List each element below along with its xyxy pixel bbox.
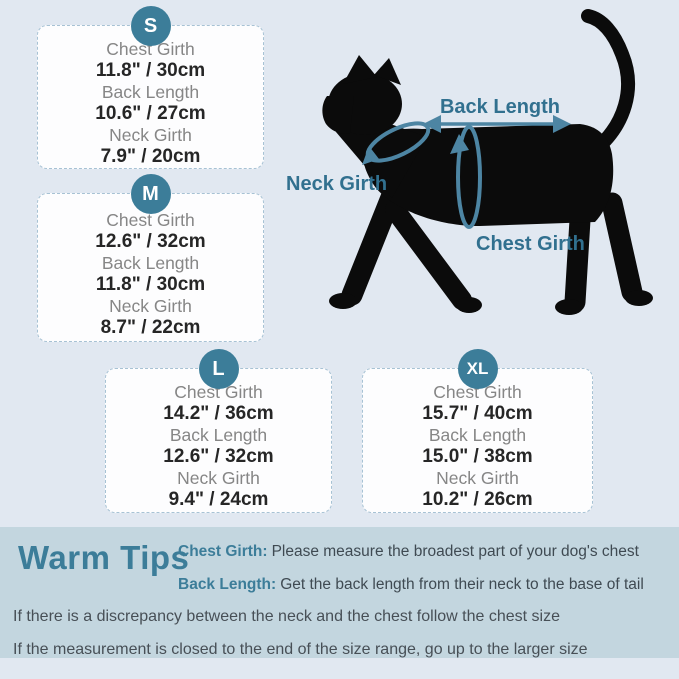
tip-note: If the measurement is closed to the end … — [13, 641, 588, 658]
size-badge-m: M — [130, 174, 171, 214]
measurement-annotations: Back Length Neck Girth Chest Girth — [286, 96, 585, 255]
chest-girth-label: Chest Girth — [476, 233, 585, 255]
tip-text: Please measure the broadest part of your… — [271, 543, 639, 560]
size-badge-l: L — [198, 349, 239, 389]
cat-paw — [456, 297, 482, 313]
neck-girth-label: Neck Girth — [286, 173, 387, 195]
cat-tail — [581, 9, 635, 157]
measure-value: 7.9" / 20cm — [100, 146, 201, 167]
measure-label: Neck Girth — [109, 125, 192, 145]
measure-value: 12.6" / 32cm — [163, 446, 274, 467]
tip-chest-girth: Chest Girth: Please measure the broadest … — [178, 543, 639, 561]
measure-value: 10.2" / 26cm — [422, 489, 533, 510]
arrow-right-icon — [553, 115, 571, 133]
measure-label: Back Length — [101, 253, 200, 273]
cat-measurement-diagram: Back Length Neck Girth Chest Girth — [286, 9, 653, 315]
measure-label: Neck Girth — [177, 468, 260, 488]
arrow-down-left-icon — [362, 146, 379, 165]
measure-value: 15.7" / 40cm — [422, 403, 533, 424]
tip-label: Chest Girth: — [178, 543, 268, 560]
cat-hind-leg-far — [564, 209, 591, 313]
cat-silhouette-icon — [322, 9, 653, 315]
tip-note: If there is a discrepancy between the ne… — [13, 608, 560, 625]
cat-paw — [329, 293, 357, 309]
size-rows: Chest Girth 11.8" / 30cm Back Length 10.… — [38, 26, 263, 168]
size-badge-s: S — [130, 6, 171, 46]
cat-ear — [343, 55, 377, 84]
cat-muzzle — [322, 96, 354, 134]
cat-front-leg-far — [385, 200, 472, 310]
measure-value: 9.4" / 24cm — [168, 489, 269, 510]
arrow-up-icon — [450, 134, 469, 154]
tip-text: Get the back length from their neck to t… — [280, 576, 644, 593]
size-rows: Chest Girth 12.6" / 32cm Back Length 11.… — [38, 194, 263, 339]
size-box-l: L Chest Girth 14.2" / 36cm Back Length 1… — [105, 349, 332, 513]
measure-value: 12.6" / 32cm — [95, 231, 206, 252]
measure-label: Chest Girth — [106, 210, 195, 230]
size-box-s: S Chest Girth 11.8" / 30cm Back Length 1… — [37, 6, 264, 169]
measure-label: Neck Girth — [109, 296, 192, 316]
cat-paw — [625, 290, 653, 306]
cat-body — [363, 124, 614, 226]
tip-back-length: Back Length: Get the back length from the… — [178, 576, 644, 594]
tip-label: Back Length: — [178, 576, 277, 593]
warm-tips-band: Warm Tips Chest Girth: Please measure the… — [0, 527, 679, 658]
chest-girth-loop — [456, 125, 482, 229]
measure-label: Back Length — [428, 425, 527, 445]
measure-value: 15.0" / 38cm — [422, 446, 533, 467]
cat-hind-leg — [601, 192, 643, 303]
cat-ear — [374, 58, 401, 85]
measure-label: Chest Girth — [106, 39, 195, 59]
size-box-m: M Chest Girth 12.6" / 32cm Back Length 1… — [37, 174, 264, 342]
arrow-left-icon — [423, 115, 441, 133]
measure-value: 8.7" / 22cm — [100, 317, 201, 338]
size-rows: Chest Girth 15.7" / 40cm Back Length 15.… — [363, 369, 592, 511]
measure-label: Neck Girth — [436, 468, 519, 488]
warm-tips-title: Warm Tips — [18, 539, 190, 576]
back-length-label: Back Length — [440, 96, 560, 118]
size-badge-xl: XL — [457, 349, 498, 389]
size-rows: Chest Girth 14.2" / 36cm Back Length 12.… — [106, 369, 331, 511]
measure-label: Chest Girth — [433, 382, 522, 402]
measure-label: Back Length — [101, 82, 200, 102]
measure-value: 10.6" / 27cm — [95, 103, 206, 124]
measure-value: 14.2" / 36cm — [163, 403, 274, 424]
measure-value: 11.8" / 30cm — [95, 274, 206, 295]
size-box-xl: XL Chest Girth 15.7" / 40cm Back Length … — [362, 349, 593, 513]
measure-label: Chest Girth — [174, 382, 263, 402]
cat-paw — [555, 299, 583, 315]
measure-value: 11.8" / 30cm — [95, 60, 206, 81]
measure-label: Back Length — [169, 425, 268, 445]
